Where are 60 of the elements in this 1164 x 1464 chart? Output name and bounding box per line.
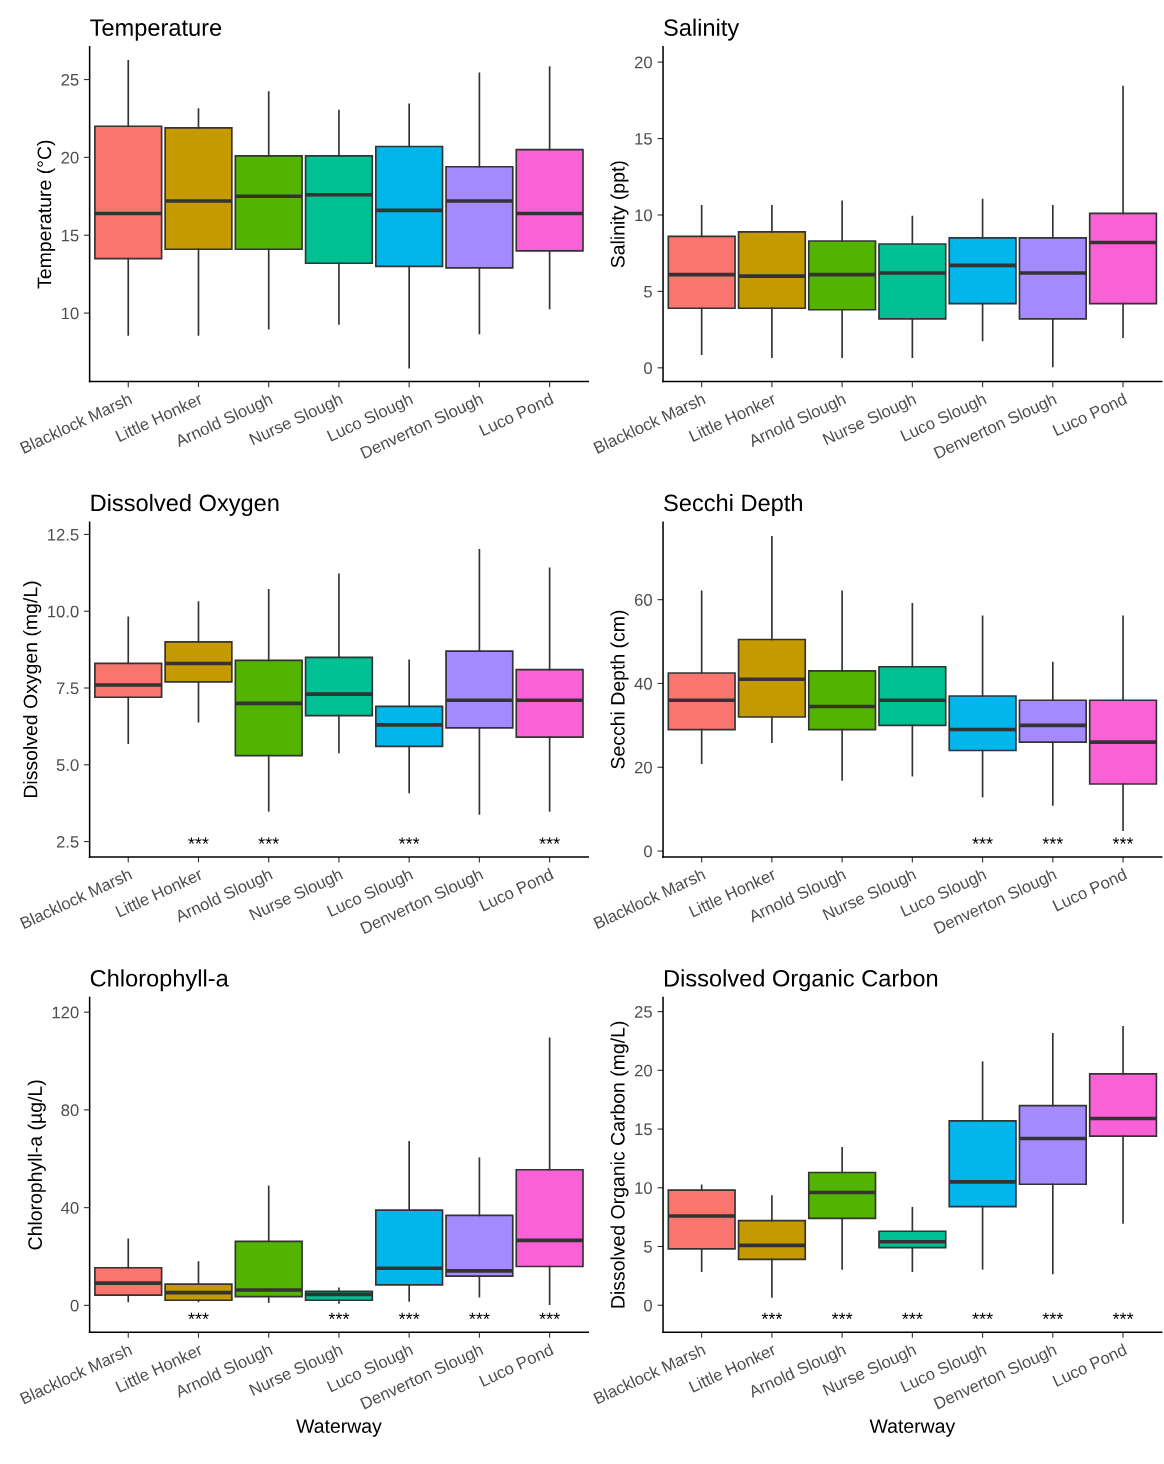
annotation: ***: [469, 1312, 490, 1320]
chart-title: Salinity: [664, 18, 740, 41]
y-tick-label: 15: [635, 1123, 652, 1136]
y-tick-label: 15: [61, 229, 79, 242]
annotation: ***: [1042, 1312, 1064, 1320]
annotation: ***: [902, 1312, 923, 1320]
y-axis-title: Secchi Depth (cm): [610, 610, 629, 769]
chart-title: Secchi Depth: [664, 493, 802, 516]
y-tick-label: 2.5: [56, 835, 79, 848]
y-tick-label: 120: [52, 1006, 79, 1019]
annotation: ***: [1112, 837, 1134, 844]
annotation: ***: [188, 1312, 209, 1320]
y-axis-title: Salinity (ppt): [610, 161, 629, 268]
y-tick-label: 10: [635, 209, 652, 222]
y-axis-title: Dissolved Oxygen (mg/L): [23, 581, 42, 798]
annotation: ***: [539, 837, 560, 844]
y-axis-title: Chlorophyll-a (µg/L): [27, 1080, 46, 1250]
x-axis-title: Waterway: [296, 1419, 382, 1437]
y-tick-label: 0: [70, 1299, 79, 1312]
chart-title: Dissolved Organic Carbon: [664, 969, 938, 992]
y-tick-label: 0: [644, 845, 652, 858]
y-tick-label: 10.0: [48, 605, 79, 618]
chart-title: Dissolved Oxygen: [91, 493, 279, 516]
annotation: ***: [1112, 1312, 1134, 1320]
y-tick-label: 25: [634, 1006, 652, 1018]
y-tick-label: 12.5: [48, 528, 79, 541]
y-tick-label: 20: [634, 761, 652, 774]
y-tick-label: 5: [644, 1241, 652, 1253]
x-axis-title: Waterway: [869, 1419, 956, 1437]
y-tick-label: 40: [634, 677, 652, 690]
y-tick-label: 10: [61, 307, 79, 320]
y-tick-label: 25: [61, 73, 79, 86]
annotation: ***: [831, 1312, 853, 1320]
y-tick-label: 60: [634, 594, 652, 606]
y-tick-label: 40: [61, 1202, 79, 1214]
chart-title: Chlorophyll-a: [90, 969, 229, 992]
annotation: ***: [972, 837, 993, 844]
annotation: ***: [398, 1312, 420, 1320]
annotation: ***: [539, 1312, 560, 1320]
annotation: ***: [188, 837, 209, 844]
y-tick-label: 10: [635, 1182, 652, 1194]
annotation: ***: [328, 1312, 350, 1320]
y-tick-label: 20: [61, 151, 79, 164]
annotation: ***: [761, 1312, 783, 1320]
annotation: ***: [398, 837, 420, 844]
y-tick-label: 5.0: [56, 759, 79, 771]
chart-title: Temperature: [90, 19, 222, 41]
y-axis-title: Temperature (°C): [36, 140, 56, 289]
y-tick-label: 0: [644, 362, 652, 375]
y-tick-label: 7.5: [56, 682, 79, 695]
annotation: ***: [1042, 837, 1064, 844]
y-tick-label: 20: [634, 1064, 652, 1077]
annotation: ***: [972, 1312, 993, 1320]
y-tick-label: 0: [644, 1299, 652, 1312]
y-tick-label: 15: [635, 133, 652, 145]
annotation: ***: [258, 837, 279, 844]
y-tick-label: 5: [644, 285, 652, 298]
y-tick-label: 20: [634, 56, 652, 69]
y-tick-label: 80: [61, 1104, 79, 1117]
y-axis-title: Dissolved Organic Carbon (mg/L): [610, 1021, 629, 1308]
